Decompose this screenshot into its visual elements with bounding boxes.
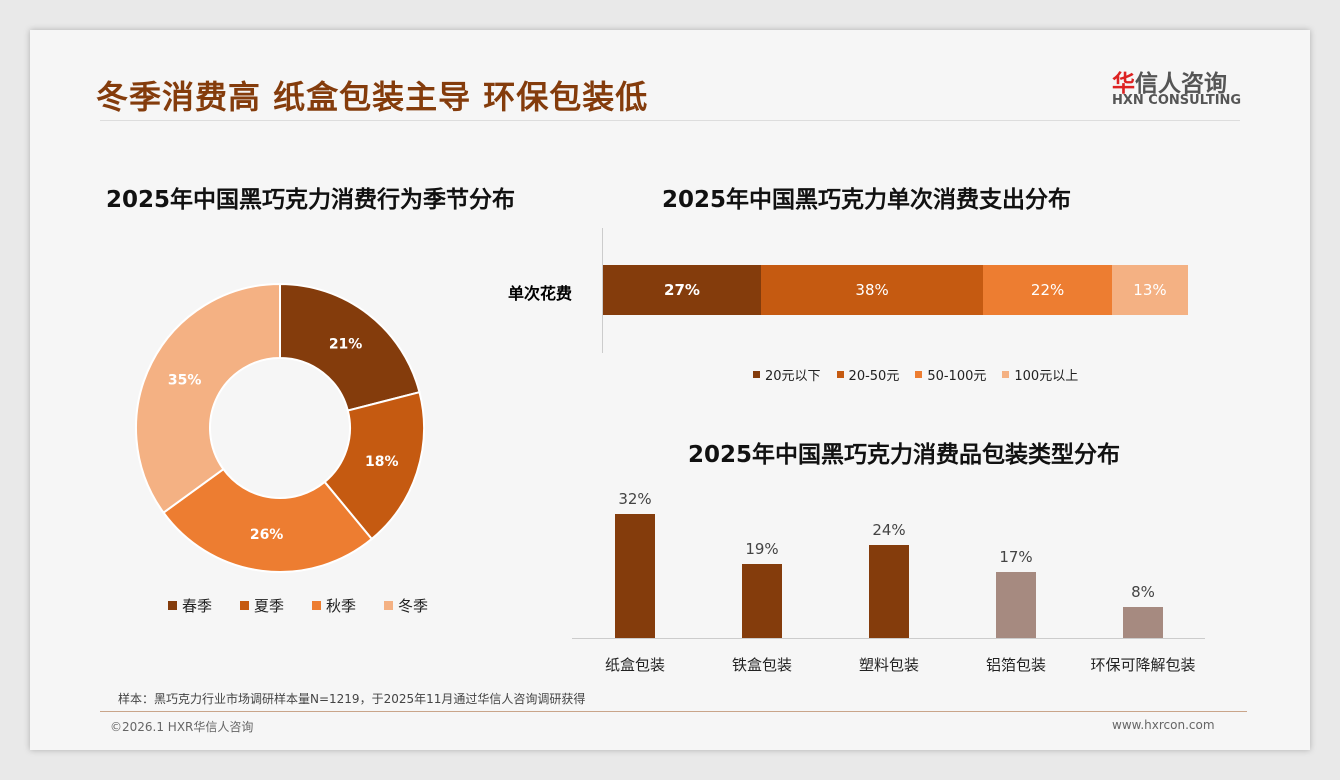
bar-value-label: 19% xyxy=(745,540,779,559)
bar-value-label: 17% xyxy=(999,548,1033,567)
legend-label: 20元以下 xyxy=(765,369,821,384)
stacked-segment: 27% xyxy=(603,265,761,315)
donut-label: 18% xyxy=(365,454,399,470)
donut-slice-2 xyxy=(162,467,374,573)
axis-line xyxy=(602,228,603,353)
bar xyxy=(1123,607,1163,638)
legend-label: 夏季 xyxy=(254,597,285,615)
legend-label: 50-100元 xyxy=(927,369,987,384)
donut-label: 21% xyxy=(329,336,363,352)
donut-slice-3 xyxy=(135,282,281,515)
bar-value-label: 32% xyxy=(618,490,652,508)
legend-swatch xyxy=(1002,371,1010,378)
x-tick-label: 铁盒包装 xyxy=(731,656,792,674)
legend-item: 春季 xyxy=(168,595,212,616)
legend-item: 冬季 xyxy=(384,595,428,616)
legend-swatch xyxy=(915,371,923,378)
legend-item: 20-50元 xyxy=(836,365,900,384)
category-label: 单次花费 xyxy=(508,284,573,303)
donut-slice-1 xyxy=(323,390,425,541)
x-tick-label: 纸盒包装 xyxy=(604,656,665,674)
bar xyxy=(742,564,782,638)
legend-item: 100元以上 xyxy=(1002,365,1078,384)
donut-slice-0 xyxy=(279,282,421,412)
bar-value-label: 24% xyxy=(872,521,906,539)
donut-label: 35% xyxy=(168,372,202,388)
copyright: ©2026.1 HXR华信人咨询 xyxy=(110,720,254,734)
legend-swatch xyxy=(240,601,250,610)
legend-item: 20元以下 xyxy=(753,365,821,384)
stacked-segment: 22% xyxy=(983,265,1112,315)
stacked-legend: 20元以下 20-50元 50-100元 100元以上 xyxy=(753,365,1078,384)
legend-swatch xyxy=(753,371,760,378)
bar xyxy=(615,514,655,638)
donut-title: 2025年中国黑巧克力消费行为季节分布 xyxy=(106,187,516,213)
bar-value-label: 8% xyxy=(1131,583,1155,601)
stacked-segment: 13% xyxy=(1111,265,1188,315)
website-link[interactable]: www.hxrcon.com xyxy=(1112,718,1215,732)
donut-legend: 春季 夏季 秋季 冬季 xyxy=(168,595,428,616)
legend-swatch xyxy=(312,601,322,610)
legend-label: 100元以上 xyxy=(1014,369,1079,384)
legend-swatch xyxy=(384,601,394,610)
sample-note: 样本：黑巧克力行业市场调研样本量N=1219，于2025年11月通过华信人咨询调… xyxy=(118,692,586,706)
x-tick-label: 环保可降解包装 xyxy=(1090,656,1196,674)
stacked-segment: 38% xyxy=(760,265,984,315)
legend-item: 夏季 xyxy=(240,595,284,616)
legend-label: 秋季 xyxy=(326,597,357,615)
bar xyxy=(869,545,909,638)
x-tick-label: 铝箔包装 xyxy=(985,656,1046,674)
divider xyxy=(100,120,1240,121)
logo: 华信人咨询 xyxy=(1112,64,1227,98)
logo-text: 信人咨询 xyxy=(1135,71,1227,97)
legend-item: 50-100元 xyxy=(915,365,986,384)
legend-swatch xyxy=(168,601,177,610)
legend-item: 秋季 xyxy=(312,595,356,616)
bar xyxy=(996,572,1036,638)
footer-divider xyxy=(100,711,1247,712)
legend-label: 20-50元 xyxy=(848,369,900,384)
x-axis xyxy=(572,638,1205,639)
donut-chart: 21% 18% 26% 35% xyxy=(135,282,425,573)
legend-label: 春季 xyxy=(182,597,213,615)
legend-swatch xyxy=(836,371,844,378)
legend-label: 冬季 xyxy=(398,597,429,615)
logo-mark: 华 xyxy=(1112,71,1135,97)
x-tick-label: 塑料包装 xyxy=(858,656,919,674)
donut-label: 26% xyxy=(250,527,284,543)
slide: 冬季消费高 纸盒包装主导 环保包装低 华信人咨询 HXN CONSULTING … xyxy=(30,30,1310,750)
bar-chart-title: 2025年中国黑巧克力消费品包装类型分布 xyxy=(688,442,1121,468)
page-title: 冬季消费高 纸盒包装主导 环保包装低 xyxy=(96,78,649,116)
logo-subtext: HXN CONSULTING xyxy=(1112,93,1242,108)
stacked-bar-title: 2025年中国黑巧克力单次消费支出分布 xyxy=(662,187,1072,213)
